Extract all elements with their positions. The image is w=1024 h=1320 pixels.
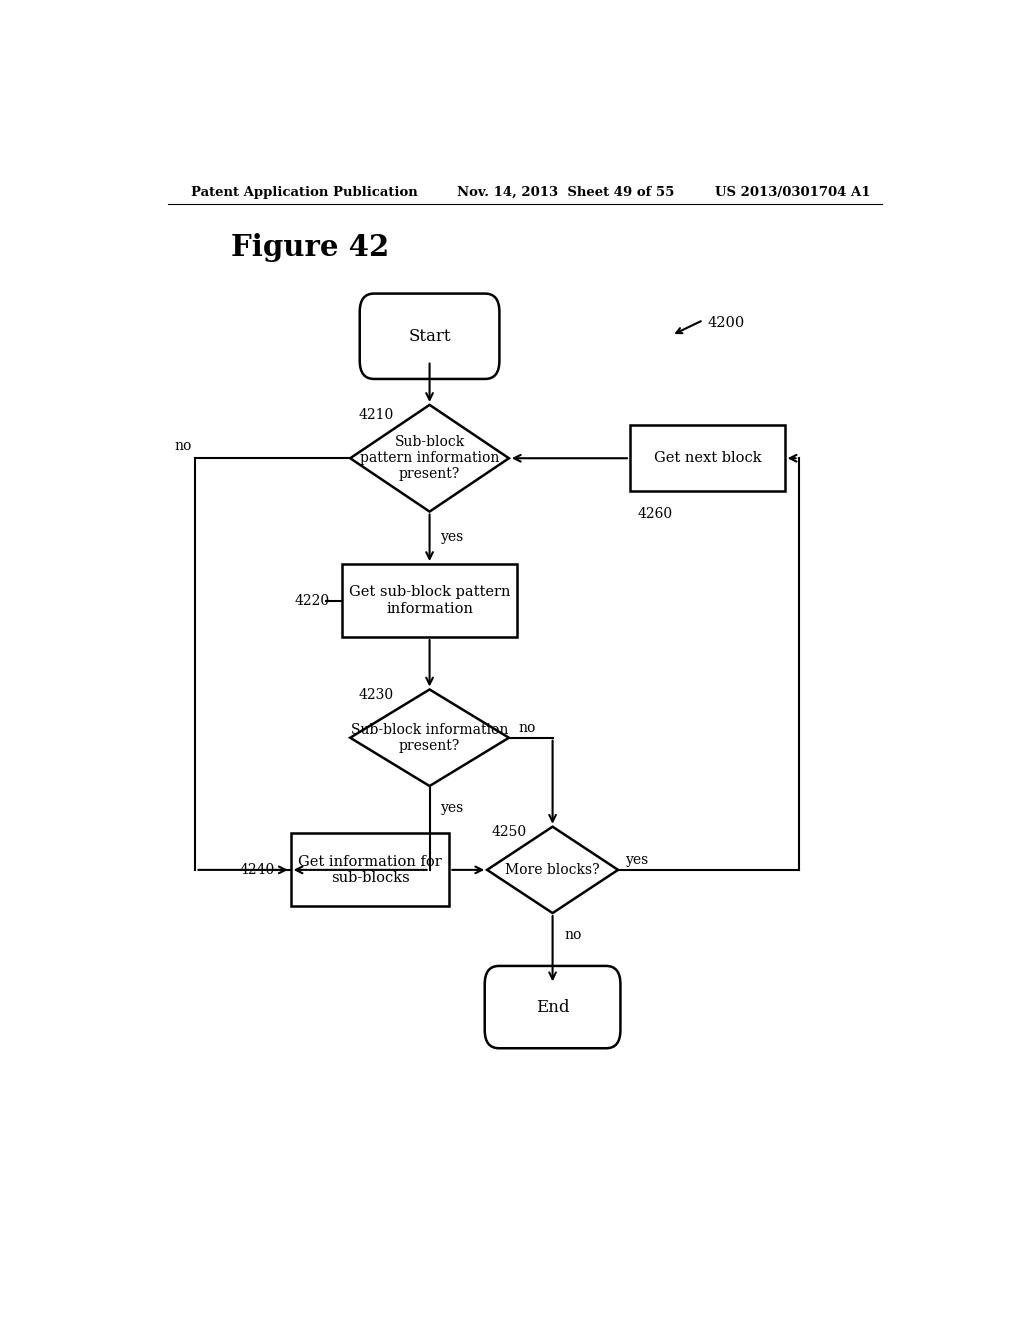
Text: Get sub-block pattern
information: Get sub-block pattern information: [349, 586, 510, 615]
Polygon shape: [350, 689, 509, 785]
Text: Sub-block
pattern information
present?: Sub-block pattern information present?: [359, 436, 500, 482]
Text: Patent Application Publication: Patent Application Publication: [191, 186, 418, 199]
Text: no: no: [174, 440, 191, 453]
Text: More blocks?: More blocks?: [505, 863, 600, 876]
Text: Get information for
sub-blocks: Get information for sub-blocks: [298, 855, 442, 884]
Text: Get next block: Get next block: [653, 451, 761, 465]
Text: 4240: 4240: [239, 863, 274, 876]
Text: yes: yes: [441, 531, 465, 544]
Text: yes: yes: [626, 853, 649, 867]
FancyBboxPatch shape: [484, 966, 621, 1048]
Text: 4220: 4220: [295, 594, 330, 607]
Text: 4260: 4260: [638, 507, 673, 520]
Text: US 2013/0301704 A1: US 2013/0301704 A1: [715, 186, 870, 199]
Text: Nov. 14, 2013  Sheet 49 of 55: Nov. 14, 2013 Sheet 49 of 55: [458, 186, 675, 199]
Text: 4230: 4230: [358, 688, 393, 701]
Text: 4200: 4200: [708, 315, 744, 330]
Text: 4210: 4210: [358, 408, 393, 422]
Bar: [291, 833, 450, 907]
Polygon shape: [487, 826, 618, 913]
Text: yes: yes: [441, 801, 465, 816]
Text: Sub-block information
present?: Sub-block information present?: [351, 722, 508, 752]
Text: Figure 42: Figure 42: [231, 234, 389, 263]
FancyBboxPatch shape: [359, 293, 500, 379]
Text: End: End: [536, 999, 569, 1015]
Text: no: no: [564, 928, 582, 942]
Polygon shape: [350, 405, 509, 512]
Bar: [630, 425, 784, 491]
Bar: [342, 564, 517, 638]
Text: no: no: [518, 721, 536, 735]
Text: 4250: 4250: [492, 825, 526, 838]
Text: Start: Start: [409, 327, 451, 345]
